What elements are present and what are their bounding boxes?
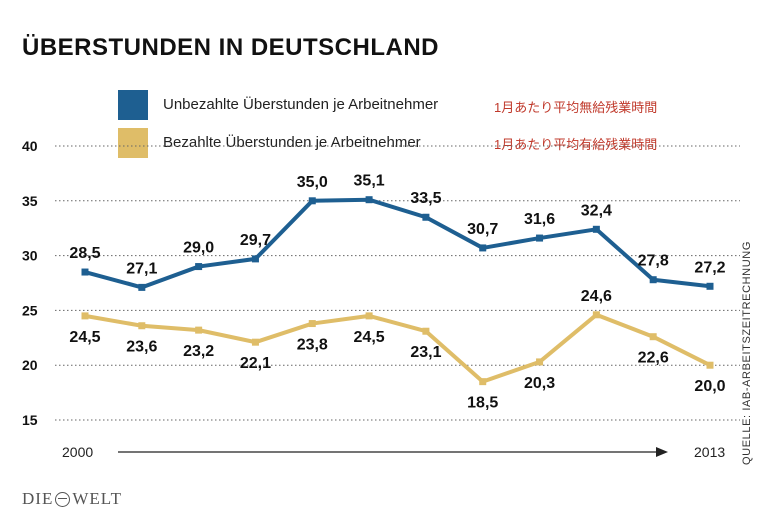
series-unpaid: 28,5 27,1 29,0 29,7 35,0 35,1 33,5 30,7 31,6 32,4… — [69, 173, 726, 291]
data-label: 30,7 — [467, 221, 498, 238]
data-label: 29,7 — [240, 232, 271, 249]
source-note: QUELLE: IAB-ARBEITSZEITRECHNUNG — [741, 241, 753, 465]
logo-text-left: DIE — [22, 489, 54, 508]
data-label: 35,0 — [297, 174, 328, 191]
x-axis: 2000 2013 — [62, 444, 725, 460]
data-point — [81, 312, 89, 320]
data-point — [251, 255, 259, 263]
data-label: 20,3 — [524, 375, 555, 392]
data-point — [138, 322, 146, 330]
data-point — [536, 234, 544, 242]
series-line-unpaid — [83, 197, 712, 290]
x-label-end: 2013 — [694, 444, 725, 460]
data-label: 27,2 — [694, 259, 725, 276]
data-point — [649, 333, 657, 341]
data-label: 23,6 — [126, 339, 157, 356]
data-point — [536, 358, 544, 366]
data-point — [138, 283, 146, 291]
data-label: 23,2 — [183, 343, 214, 360]
data-label: 20,0 — [694, 378, 725, 395]
data-label: 23,8 — [297, 337, 328, 354]
data-label: 29,0 — [183, 240, 214, 257]
legend-note-paid-jp: 1月あたり平均有給残業時間 — [494, 137, 658, 152]
data-point — [422, 327, 430, 335]
chart-title: ÜBERSTUNDEN IN DEUTSCHLAND — [22, 34, 440, 61]
legend-swatch-paid — [118, 128, 148, 158]
y-axis: 15 20 25 30 35 40 — [22, 138, 38, 428]
data-point — [706, 361, 714, 369]
data-point — [706, 282, 714, 290]
data-label: 31,6 — [524, 211, 555, 228]
legend-label-paid: Bezahlte Überstunden je Arbeitnehmer — [163, 134, 421, 151]
data-point — [479, 378, 487, 386]
data-point — [649, 276, 657, 284]
data-point — [365, 196, 373, 204]
data-label: 23,1 — [410, 344, 441, 361]
data-point — [308, 197, 316, 205]
data-label: 18,5 — [467, 395, 498, 412]
series-paid: 24,5 23,6 23,2 22,1 23,8 24,5 23,1 18,5 20,3 24,6… — [69, 288, 725, 412]
legend-note-unpaid-jp: 1月あたり平均無給残業時間 — [494, 100, 658, 115]
y-tick-label-25: 25 — [22, 302, 38, 318]
data-point — [81, 268, 89, 276]
data-label: 35,1 — [354, 173, 385, 190]
data-point — [422, 213, 430, 221]
logo-text-right: WELT — [72, 489, 122, 508]
y-tick-label-30: 30 — [22, 248, 38, 264]
die-welt-logo: DIE WELT — [22, 489, 122, 509]
data-label: 32,4 — [581, 202, 612, 219]
y-tick-label-20: 20 — [22, 357, 38, 373]
data-label: 27,8 — [638, 253, 669, 270]
data-point — [251, 338, 259, 346]
data-point — [592, 225, 600, 233]
y-tick-label-35: 35 — [22, 193, 38, 209]
data-label: 24,5 — [354, 329, 385, 346]
series-layer: 28,5 27,1 29,0 29,7 35,0 35,1 33,5 30,7 31,6 32,4… — [69, 173, 725, 412]
x-label-start: 2000 — [62, 444, 93, 460]
data-point — [592, 311, 600, 319]
data-label: 24,5 — [69, 329, 100, 346]
data-label: 24,6 — [581, 288, 612, 305]
data-point — [479, 244, 487, 252]
data-point — [308, 320, 316, 328]
data-label: 27,1 — [126, 260, 157, 277]
series-line-paid — [83, 312, 712, 384]
globe-icon — [55, 491, 71, 507]
data-label: 28,5 — [69, 245, 100, 262]
legend-swatch-unpaid — [118, 90, 148, 120]
data-point — [195, 326, 203, 334]
data-label: 22,1 — [240, 355, 271, 372]
data-point — [365, 312, 373, 320]
y-tick-label-40: 40 — [22, 138, 38, 154]
data-point — [195, 263, 203, 271]
data-label: 22,6 — [638, 350, 669, 367]
legend-label-unpaid: Unbezahlte Überstunden je Arbeitnehmer — [163, 96, 439, 113]
data-label: 33,5 — [410, 190, 441, 207]
time-arrow-head — [656, 447, 668, 457]
y-tick-label-15: 15 — [22, 412, 38, 428]
